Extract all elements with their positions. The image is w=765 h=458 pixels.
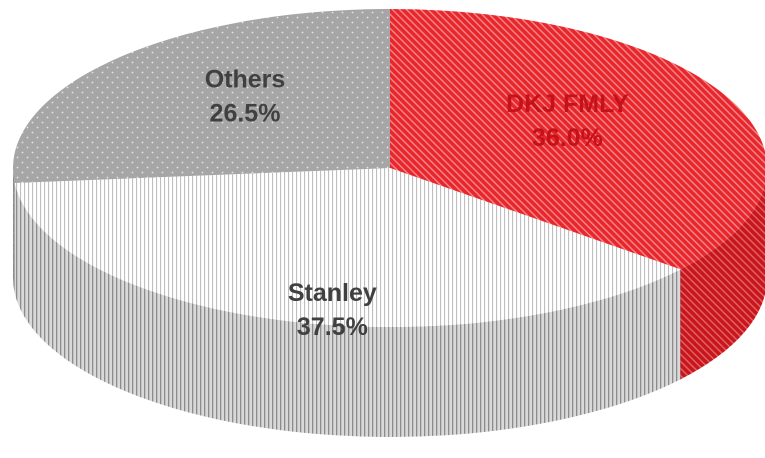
pie-value-stanley: 37.5% <box>297 313 368 341</box>
pie-side-stanley <box>14 182 681 437</box>
pie-value-others: 26.5% <box>210 100 281 128</box>
pie-slice-stanley <box>14 168 681 327</box>
pie-label-others: Others <box>205 66 286 94</box>
pie-label-layer: DKJ FMLY 36.0% Stanley 37.5% Others 26.5% <box>205 66 629 341</box>
pie-label-stanley: Stanley <box>288 279 377 307</box>
pie-slice-others <box>12 9 390 183</box>
pie-side-others <box>13 168 15 293</box>
pie-value-dkj-fmly: 36.0% <box>532 124 603 152</box>
pie-side-dkj-fmly <box>680 184 765 380</box>
pie-top-layer <box>12 9 765 327</box>
pie-slice-dkj-fmly <box>390 9 765 270</box>
pie-side-layer <box>13 168 765 437</box>
pie-label-dkj-fmly: DKJ FMLY <box>506 90 629 118</box>
